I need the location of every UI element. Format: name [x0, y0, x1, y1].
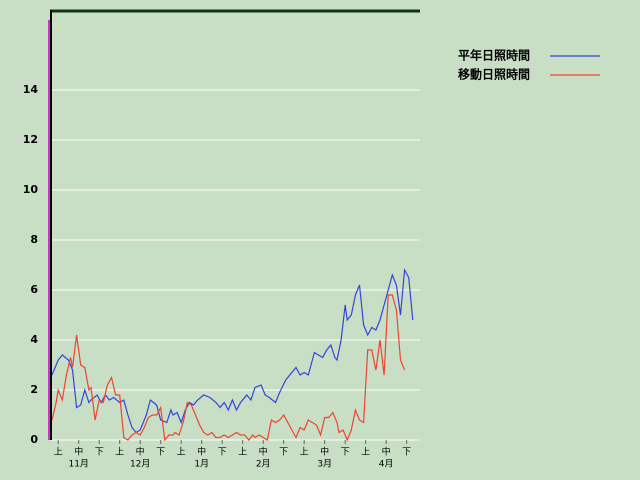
- series-line: [51, 267, 414, 434]
- y-tick-label: 4: [30, 333, 38, 346]
- x-tick-label: 中: [197, 446, 206, 458]
- legend-label: 移動日照時間: [458, 67, 530, 82]
- x-tick-label: 下: [95, 448, 104, 458]
- y-tick-label: 14: [23, 83, 39, 96]
- month-label: 12月: [130, 459, 150, 470]
- y-tick-label: 8: [30, 233, 38, 246]
- month-label: 1月: [194, 459, 209, 470]
- x-tick-label: 中: [259, 446, 268, 458]
- x-tick-label: 上: [54, 447, 63, 458]
- x-tick-label: 下: [341, 448, 350, 458]
- x-tick-label: 中: [74, 446, 83, 458]
- x-tick-label: 中: [136, 446, 145, 458]
- series-line: [51, 294, 406, 442]
- x-tick-label: 上: [300, 447, 309, 458]
- y-tick-label: 2: [30, 383, 38, 396]
- y-tick-label: 0: [30, 433, 38, 446]
- lines: [51, 267, 414, 442]
- legend-label: 平年日照時間: [458, 48, 530, 63]
- month-label: 11月: [68, 459, 88, 470]
- x-tick-label: 上: [238, 447, 247, 458]
- grid: [50, 89, 420, 441]
- x-tick-label: 中: [382, 446, 391, 458]
- labels: 02468101214上中下上中下上中下上中下上中下上中下11月 12月 1月 2月 3…: [23, 48, 600, 470]
- y-tick-label: 6: [30, 283, 38, 296]
- x-tick-label: 下: [402, 448, 411, 458]
- x-tick-label: 上: [361, 447, 370, 458]
- month-label: 2月: [256, 459, 271, 470]
- month-label: 3月: [317, 459, 332, 470]
- x-tick-label: 下: [218, 448, 227, 458]
- x-tick-label: 下: [279, 448, 288, 458]
- x-tick-label: 中: [320, 446, 329, 458]
- y-tick-label: 12: [23, 133, 38, 146]
- x-tick-label: 上: [115, 447, 124, 458]
- x-tick-label: 上: [177, 447, 186, 458]
- y-tick-label: 10: [23, 183, 39, 196]
- month-label: 4月: [379, 459, 394, 470]
- x-tick-label: 下: [156, 448, 165, 458]
